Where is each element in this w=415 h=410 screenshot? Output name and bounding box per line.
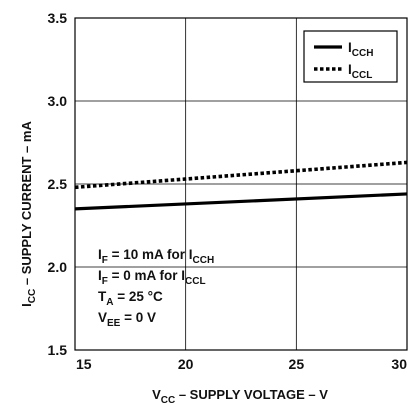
y-tick-label: 3.0 [48, 93, 68, 109]
x-tick-label: 30 [391, 356, 407, 372]
legend: ICCH ICCL [303, 30, 398, 83]
legend-label: ICCH [348, 40, 373, 59]
y-tick-labels: 1.5 2.0 2.5 3.0 3.5 [48, 10, 68, 358]
condition-line: IF = 0 mA for ICCL [98, 268, 206, 287]
y-tick-label: 2.0 [48, 259, 68, 275]
condition-line: TA = 25 °C [98, 289, 163, 308]
legend-box [303, 30, 398, 83]
condition-line: IF = 10 mA for ICCH [98, 247, 214, 266]
test-conditions: IF = 10 mA for ICCH IF = 0 mA for ICCL TA … [98, 247, 214, 329]
x-tick-labels: 15 20 25 30 [76, 356, 407, 372]
series-lines [74, 160, 408, 211]
series-line-i-ccl [74, 160, 408, 190]
x-tick-label: 25 [289, 356, 305, 372]
y-tick-label: 2.5 [48, 176, 68, 192]
y-tick-label: 1.5 [48, 342, 68, 358]
condition-line: VEE = 0 V [98, 310, 156, 329]
legend-label: ICCL [348, 62, 372, 81]
x-tick-label: 20 [178, 356, 194, 372]
x-axis-label: VCC – SUPPLY VOLTAGE – V [152, 387, 328, 406]
plot-frame [74, 17, 408, 351]
x-tick-label: 15 [76, 356, 92, 372]
series-line-i-cch [74, 192, 408, 211]
y-tick-label: 3.5 [48, 10, 68, 26]
y-axis-label: ICC – SUPPLY CURRENT – mA [19, 121, 38, 307]
